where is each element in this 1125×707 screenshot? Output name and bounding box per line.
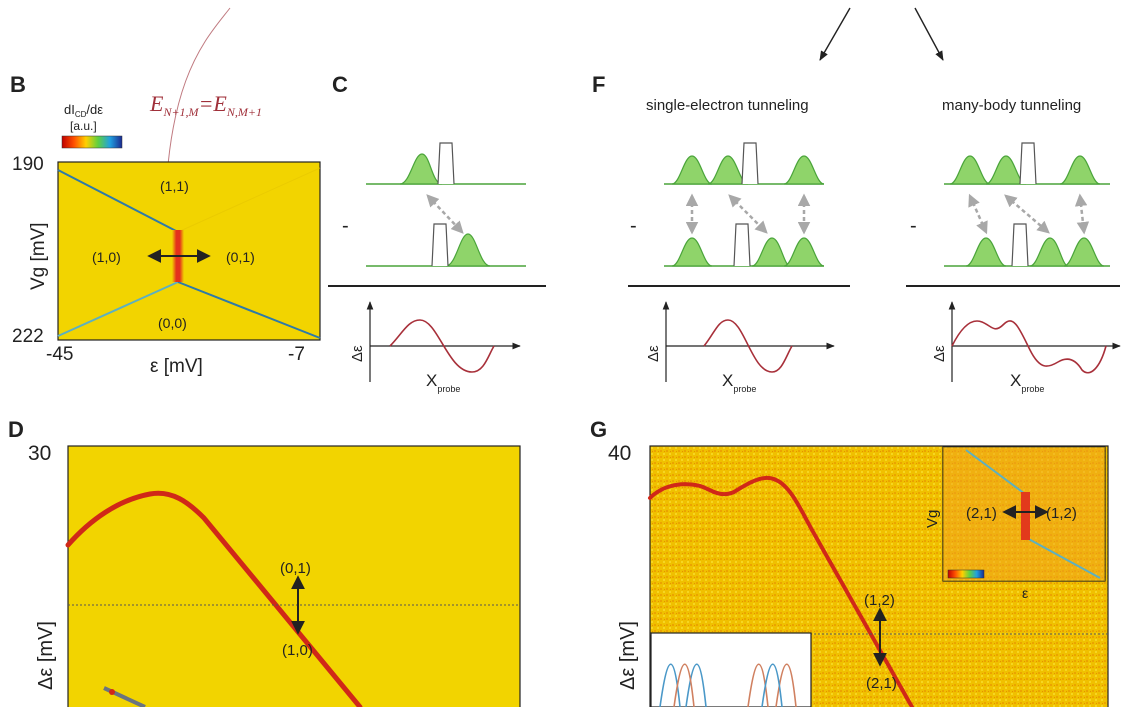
b-y-label: Vg [mV] — [28, 222, 49, 290]
d-y-label: Δε [mV] — [35, 621, 57, 690]
f-se-arrow-2 — [728, 194, 768, 234]
f-mb-packet-3 — [1059, 155, 1101, 185]
c-barrier-top — [437, 142, 455, 185]
panel-f: F single-electron tunneling many-body tu… — [592, 72, 1121, 394]
c-barrier-bottom — [431, 223, 449, 267]
panel-d-letter: D — [8, 417, 24, 442]
colorbar-units: [a.u.] — [70, 119, 97, 133]
g-y-label: Δε [mV] — [617, 621, 639, 690]
panel-b-letter: B — [10, 72, 26, 97]
f-se-packet-4 — [671, 237, 713, 267]
panel-c-letter: C — [332, 72, 348, 97]
g-inset-y-label: Vg — [924, 510, 941, 528]
f-mb-arrow-3 — [1074, 193, 1090, 235]
transition-line-upper-left — [57, 169, 179, 233]
g-inset-line-upper — [965, 449, 1026, 495]
g-trace-blue-1 — [659, 663, 707, 707]
g-ridge — [648, 475, 914, 707]
d-probe-tip-end — [109, 689, 115, 695]
region-01: (0,1) — [226, 249, 255, 265]
top-arrow-left — [819, 7, 851, 61]
panel-g-letter: G — [590, 417, 607, 442]
f-se-packet-3 — [783, 155, 825, 185]
f-se-packet-5 — [751, 237, 791, 267]
transition-line-lower-left — [57, 281, 179, 337]
c-gray-arrow — [426, 194, 464, 234]
f-se-barrier-bottom — [733, 223, 751, 267]
g-trace-orange-2 — [747, 663, 797, 707]
f-mb-y-label: Δε — [931, 345, 948, 362]
f-mb-packet-4 — [965, 237, 1007, 267]
region-00: (0,0) — [158, 315, 187, 331]
colorbar-label: dICD/dε — [64, 102, 103, 119]
f-mb-curve — [951, 320, 1107, 374]
panel-d: D 30 (0,1) (1,0) Δε [mV] — [8, 417, 521, 707]
g-inset-line-lower — [1024, 536, 1101, 579]
panel-b: B dICD/dε [a.u.] EN+1,M=EN,M+1 (1,1) (1,… — [10, 72, 321, 377]
b-x-left: -45 — [46, 344, 73, 365]
g-inset-label-left: (2,1) — [966, 505, 997, 522]
f-se-x-label: Xprobe — [722, 371, 756, 394]
d-label-upper: (0,1) — [280, 560, 311, 577]
f-title-right: many-body tunneling — [942, 97, 1081, 114]
b-y-top: 190 — [12, 154, 44, 175]
panel-g: G 40 (1,2) (2,1) Δε [mV] (2,1) (1,2) Vg … — [590, 417, 1109, 707]
panel-f-letter: F — [592, 72, 605, 97]
f-mb-packet-1 — [949, 155, 991, 185]
g-label-lower: (2,1) — [866, 675, 897, 692]
f-se-curve — [703, 319, 793, 373]
region-11: (1,1) — [160, 178, 189, 194]
g-inset-traces — [650, 632, 812, 707]
f-mb-minus: - — [910, 215, 917, 237]
f-mb-arrow-1 — [968, 193, 988, 235]
b-y-bottom: 222 — [12, 326, 44, 347]
f-mb-arrow-2 — [1004, 194, 1050, 234]
g-trace-blue-2 — [761, 663, 783, 707]
f-se-y-label: Δε — [645, 345, 662, 362]
f-mb-packet-5 — [1029, 237, 1069, 267]
g-inset-ridge — [1021, 492, 1030, 540]
g-inset-x-label: ε — [1022, 585, 1028, 601]
f-mb-x-label: Xprobe — [1010, 371, 1044, 394]
c-x-label: Xprobe — [426, 371, 460, 394]
f-title-left: single-electron tunneling — [646, 97, 809, 114]
d-ridge — [65, 490, 363, 707]
f-mb-packet-6 — [1063, 237, 1105, 267]
d-y-top: 30 — [28, 442, 51, 465]
panel-c: C - Δε Xprobe — [328, 72, 546, 394]
g-y-top: 40 — [608, 442, 631, 465]
g-inset-colorbar — [947, 569, 985, 579]
d-label-lower: (1,0) — [282, 642, 313, 659]
f-se-minus: - — [630, 215, 637, 237]
c-wavepacket-bottom — [445, 233, 491, 267]
f-se-barrier-top — [741, 142, 759, 185]
b-x-right: -7 — [288, 344, 305, 365]
colorbar — [61, 135, 123, 149]
g-label-upper: (1,2) — [864, 592, 895, 609]
c-minus: - — [342, 215, 349, 237]
transition-line-upper-right — [177, 167, 321, 233]
region-10: (1,0) — [92, 249, 121, 265]
b-x-label: ε [mV] — [150, 356, 203, 377]
g-inset-label-right: (1,2) — [1046, 505, 1077, 522]
top-arrow-right — [914, 7, 944, 61]
transition-line-lower-right — [177, 281, 321, 339]
f-mb-barrier-bottom — [1011, 223, 1029, 267]
g-trace-orange-1 — [673, 663, 695, 707]
c-y-label: Δε — [349, 345, 366, 362]
degeneracy-formula: EN+1,M=EN,M+1 — [149, 91, 262, 119]
f-se-packet-6 — [783, 237, 825, 267]
c-wavepacket-top — [399, 153, 443, 185]
f-se-packet-1 — [671, 155, 713, 185]
f-mb-barrier-top — [1019, 142, 1037, 185]
c-curve — [389, 319, 495, 373]
